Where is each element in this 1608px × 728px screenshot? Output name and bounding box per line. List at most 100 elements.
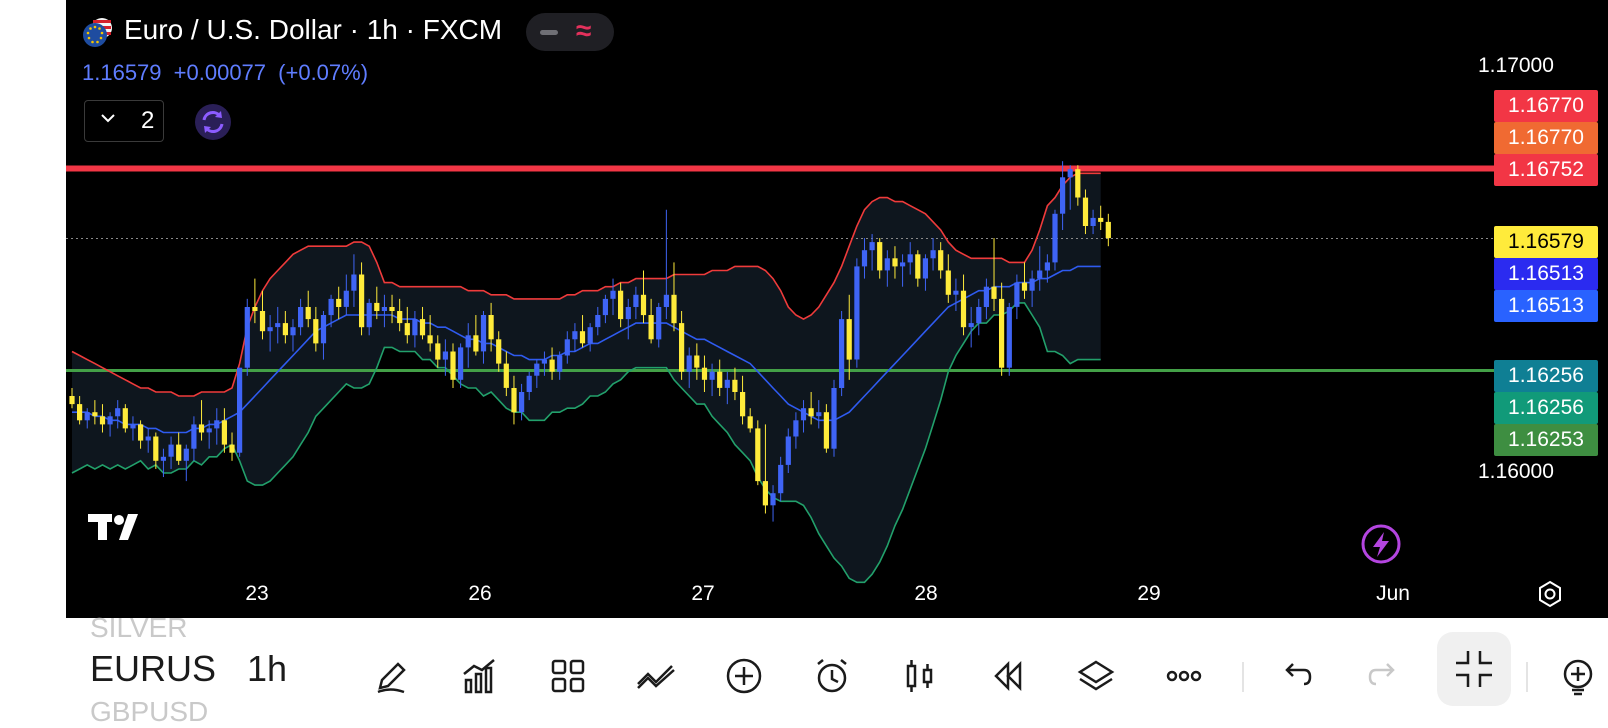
candle-body xyxy=(138,424,144,441)
candle-body xyxy=(473,335,479,352)
candle-body xyxy=(99,416,106,425)
price-change: +0.00077 xyxy=(173,60,267,85)
candle-body xyxy=(839,319,845,388)
candle-body xyxy=(800,408,807,421)
candle-body xyxy=(625,307,631,320)
undo-icon[interactable] xyxy=(1274,654,1318,698)
more-icon[interactable] xyxy=(1162,654,1206,698)
candle-body xyxy=(1090,217,1096,226)
candle-body xyxy=(656,307,662,340)
candle-body xyxy=(519,392,525,413)
candle-body xyxy=(404,323,410,336)
candle-body xyxy=(785,436,791,465)
chart-area[interactable] xyxy=(66,0,1608,618)
candle-body xyxy=(328,298,334,316)
candle-body xyxy=(305,307,311,320)
current-symbol[interactable]: EURUSD xyxy=(90,648,216,689)
candle-body xyxy=(145,436,151,441)
price-tag-bb-lower: 1.16256 xyxy=(1494,360,1598,392)
candle-body xyxy=(458,347,464,380)
add-watchlist-icon[interactable] xyxy=(1556,654,1600,698)
interval-button[interactable]: 1h xyxy=(247,648,288,689)
wave-icon[interactable]: ≈ xyxy=(576,15,592,46)
candle-body xyxy=(267,327,273,332)
candle-body xyxy=(648,315,654,340)
header-pill[interactable]: ≈ xyxy=(526,13,614,51)
candle-body xyxy=(1082,197,1089,226)
lightning-icon[interactable] xyxy=(1361,524,1401,564)
candle-body xyxy=(153,436,159,461)
candle-body xyxy=(442,351,448,360)
indicators-icon[interactable] xyxy=(458,654,502,698)
candle-body xyxy=(679,323,685,372)
candles-icon[interactable] xyxy=(898,654,942,698)
collapse-button[interactable] xyxy=(1437,632,1511,706)
layout-grid-icon[interactable] xyxy=(546,654,590,698)
symbol-title[interactable]: Euro / U.S. Dollar · 1h · FXCM xyxy=(124,14,503,45)
candle-body xyxy=(191,424,197,449)
candle-body xyxy=(610,290,616,299)
compare-icon[interactable] xyxy=(634,654,678,698)
candle-body xyxy=(351,274,357,291)
price-chart[interactable] xyxy=(66,0,1608,618)
collapse-icon xyxy=(1456,651,1492,687)
minus-icon[interactable] xyxy=(540,30,558,35)
candle-body xyxy=(366,302,372,328)
candle-body xyxy=(450,351,456,380)
candle-body xyxy=(320,315,327,344)
price-tag-bb-lower-2: 1.16256 xyxy=(1494,392,1598,424)
candle-body xyxy=(701,367,708,380)
price-tag-high: 1.16770 xyxy=(1494,122,1598,154)
redo-icon[interactable] xyxy=(1362,654,1406,698)
candle-body xyxy=(480,315,487,352)
candle-body xyxy=(244,307,250,368)
candle-body xyxy=(816,412,822,417)
indicator-count: 2 xyxy=(141,107,155,134)
candle-body xyxy=(198,424,205,433)
left-margin xyxy=(0,0,66,618)
candle-body xyxy=(1098,217,1104,222)
symbol-list-item[interactable]: GBPUSD xyxy=(90,696,209,727)
candle-body xyxy=(183,448,189,461)
candle-body xyxy=(976,307,982,324)
bollinger-band-fill xyxy=(72,173,1101,583)
alarm-icon[interactable] xyxy=(810,654,854,698)
candle-body xyxy=(770,493,776,506)
add-circle-icon[interactable] xyxy=(722,654,766,698)
candle-body xyxy=(122,408,128,429)
candle-body xyxy=(633,294,639,307)
candle-body xyxy=(557,355,563,372)
candle-body xyxy=(465,335,471,348)
symbol-list-item[interactable]: SILVER xyxy=(90,612,188,643)
candle-body xyxy=(861,250,868,267)
replay-icon[interactable] xyxy=(986,654,1030,698)
candle-body xyxy=(176,444,182,461)
candle-body xyxy=(252,307,258,311)
candle-body xyxy=(290,327,296,336)
price-tag-resistance: 1.16752 xyxy=(1494,154,1598,186)
indicator-toggle-button[interactable]: 2 xyxy=(84,100,164,142)
bottom-toolbar: SILVER EURUSD GBPUSD 1h xyxy=(0,612,1608,727)
candle-body xyxy=(412,319,418,336)
candle-body xyxy=(884,258,890,271)
bb-basis-line xyxy=(72,265,1101,434)
candle-body xyxy=(549,359,555,372)
candle-body xyxy=(206,428,212,433)
settings-icon[interactable] xyxy=(1536,580,1564,608)
candle-body xyxy=(541,359,547,364)
tradingview-logo xyxy=(88,514,138,540)
price-tag-support: 1.16253 xyxy=(1494,424,1598,456)
candle-body xyxy=(381,307,387,311)
pencil-icon[interactable] xyxy=(370,654,414,698)
candle-body xyxy=(953,290,959,295)
candle-body xyxy=(747,416,753,429)
candle-body xyxy=(107,416,113,425)
candle-body xyxy=(938,250,944,271)
candle-body xyxy=(579,331,586,344)
candle-body xyxy=(419,319,426,336)
layers-icon[interactable] xyxy=(1074,654,1118,698)
sync-icon[interactable] xyxy=(194,103,232,141)
candle-body xyxy=(595,315,601,328)
candle-body xyxy=(572,331,578,340)
candle-body xyxy=(298,307,304,328)
